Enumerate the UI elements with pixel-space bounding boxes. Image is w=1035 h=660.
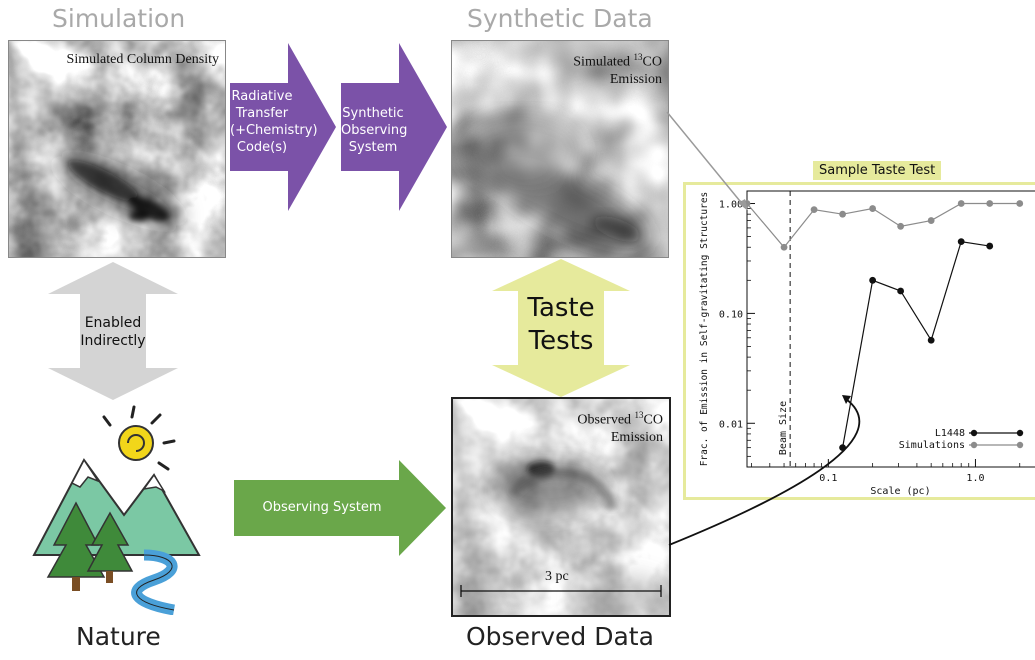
data-point-simulations xyxy=(897,222,905,230)
nature-heading: Nature xyxy=(76,622,161,651)
observing-system-arrow xyxy=(234,460,446,556)
synthetic-obs-line-1: Synthetic xyxy=(342,106,404,121)
chart-tag: Sample Taste Test xyxy=(813,161,942,180)
x-axis-label: Scale (pc) xyxy=(870,486,930,497)
synthetic-label-sup: 13 xyxy=(633,52,643,62)
radiative-line-3: (+Chemistry) xyxy=(230,123,318,138)
radiative-line-4: Code(s) xyxy=(236,140,288,155)
observed-label-molecule: CO xyxy=(643,412,663,428)
nature-illustration xyxy=(32,405,201,615)
legend-marker-simulations xyxy=(1016,441,1024,449)
taste-line-2: Tests xyxy=(528,326,594,356)
observed-data-heading: Observed Data xyxy=(466,622,654,651)
synthetic-obs-line-3: System xyxy=(348,140,398,155)
data-point-simulations xyxy=(986,200,994,207)
data-point-simulations xyxy=(1016,200,1024,207)
data-point-simulations xyxy=(810,206,818,214)
simulation-heading: Simulation xyxy=(52,4,186,33)
y-axis-label: Frac. of Emission in Self-gravitating St… xyxy=(699,192,710,467)
data-point-simulations xyxy=(839,210,846,218)
beam-size-label: Beam Size xyxy=(778,401,789,455)
synthetic-obs-line-2: Observing xyxy=(341,123,408,138)
data-point-l1448 xyxy=(897,287,905,295)
observing-system-label: Observing System xyxy=(262,500,382,515)
observed-label-emission: Emission xyxy=(610,429,663,445)
radiative-transfer-label: Radiative Transfer (+Chemistry) Code(s) xyxy=(230,88,318,156)
taste-tests-label: Taste Tests xyxy=(512,292,610,358)
synthetic-label-text: Simulated xyxy=(573,54,634,70)
enabled-line-1: Enabled xyxy=(84,315,142,331)
taste-line-1: Taste xyxy=(527,293,595,323)
simulation-label: Simulated Column Density xyxy=(66,52,219,67)
taste-tests-arrow xyxy=(492,259,630,397)
plot-frame xyxy=(746,190,1035,468)
enabled-line-2: Indirectly xyxy=(80,333,146,349)
data-point-l1448 xyxy=(957,238,965,246)
data-point-simulations xyxy=(869,205,877,212)
synthetic-label-emission: Emission xyxy=(609,71,662,87)
taste-test-chart: 1.00 0.10 0.01 0.1 1.0 Scale (pc) Frac. of Emi… xyxy=(683,182,1035,500)
legend-marker-simulations xyxy=(970,441,978,449)
simulation-image: Simulated Column Density xyxy=(8,40,226,258)
data-point-l1448 xyxy=(839,444,846,452)
legend-label-l1448: L1448 xyxy=(935,428,965,439)
synthetic-image: Simulated 13CO Emission xyxy=(451,40,669,258)
enabled-indirectly-label: Enabled Indirectly xyxy=(80,314,146,350)
radiative-transfer-arrow xyxy=(230,43,336,211)
synthetic-label-molecule: CO xyxy=(642,54,662,70)
scale-bar-label: 3 pc xyxy=(545,569,569,584)
y-tick-label: 1.00 xyxy=(719,200,743,211)
x-tick-label: 0.1 xyxy=(819,473,837,484)
data-point-simulations xyxy=(957,200,965,207)
y-tick-label: 0.01 xyxy=(719,419,743,430)
data-point-l1448 xyxy=(869,276,877,284)
x-tick-label: 1.0 xyxy=(966,473,984,484)
y-tick-label: 0.10 xyxy=(719,309,743,320)
observed-label: Observed 13CO Emission xyxy=(577,407,663,446)
observed-label-sup: 13 xyxy=(634,410,644,420)
observed-label-text: Observed xyxy=(577,412,635,428)
data-point-simulations xyxy=(780,243,788,251)
radiative-line-2: Transfer xyxy=(235,106,289,121)
data-point-l1448 xyxy=(986,242,994,250)
series-line-l1448 xyxy=(842,240,990,448)
synthetic-data-heading: Synthetic Data xyxy=(467,4,653,33)
data-point-simulations xyxy=(927,217,935,224)
legend-marker-l1448 xyxy=(1016,429,1024,437)
series-line-simulations xyxy=(746,202,1020,249)
radiative-line-1: Radiative xyxy=(231,89,293,104)
synthetic-observing-arrow xyxy=(341,43,447,211)
observed-image: Observed 13CO Emission 3 pc xyxy=(451,397,671,617)
legend-label-simulations: Simulations xyxy=(899,440,965,451)
synthetic-observing-label: Synthetic Observing System xyxy=(341,105,408,156)
chart-canvas: 1.00 0.10 0.01 0.1 1.0 Scale (pc) Frac. of Emi… xyxy=(699,190,1035,497)
legend-marker-l1448 xyxy=(970,429,978,437)
data-point-simulations xyxy=(743,200,751,207)
synthetic-label: Simulated 13CO Emission xyxy=(573,49,662,88)
enabled-indirectly-arrow xyxy=(48,262,178,400)
data-point-l1448 xyxy=(927,336,935,344)
